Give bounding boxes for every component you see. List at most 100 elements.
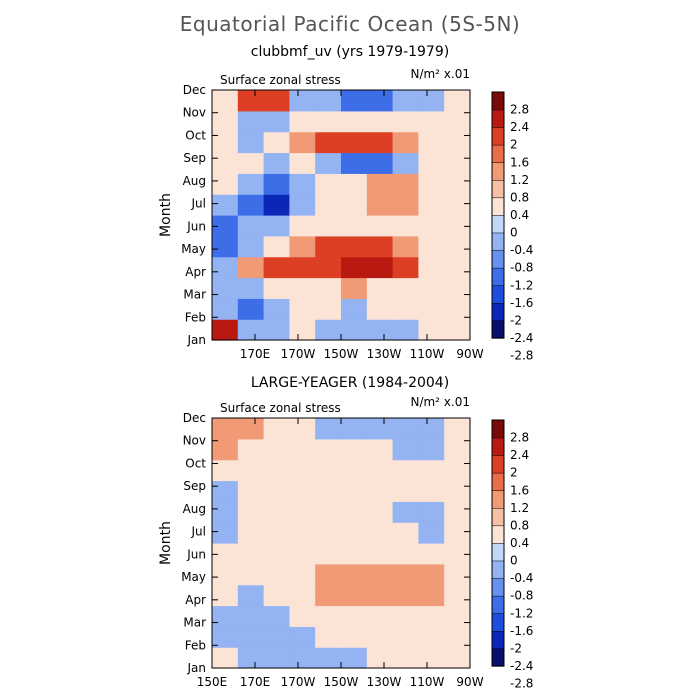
heatmap-cell [392, 522, 419, 544]
heatmap-cell [263, 235, 290, 258]
heatmap-cell [289, 110, 316, 133]
heatmap-cell [418, 90, 445, 112]
colorbar-label: 2.8 [510, 103, 529, 117]
heatmap-cell [418, 459, 445, 482]
colorbar-label: -2.4 [510, 659, 533, 673]
heatmap-cell [341, 480, 368, 502]
heatmap-cell [444, 459, 471, 482]
heatmap-cell [315, 647, 342, 669]
heatmap-cell [315, 605, 342, 627]
heatmap-cell [289, 418, 316, 440]
heatmap-cell [212, 110, 239, 133]
x-tick-label: 170W [281, 675, 316, 689]
heatmap-cell [418, 110, 445, 133]
heatmap-cell [315, 438, 342, 461]
colorbar-frame [491, 419, 505, 667]
heatmap-cell [289, 90, 316, 112]
heatmap-cell [418, 173, 445, 195]
heatmap-cell [212, 522, 239, 544]
heatmap-cell [237, 605, 265, 627]
heatmap-cell [341, 563, 368, 586]
heatmap-cell [212, 152, 239, 174]
heatmap-cell [212, 543, 239, 565]
heatmap-cell [237, 256, 265, 279]
heatmap-cell [341, 277, 368, 299]
x-tick-label: 110W [410, 675, 445, 689]
heatmap-cell [341, 235, 368, 258]
colorbar-label: -2.8 [510, 677, 533, 691]
y-tick-label: Nov [183, 106, 206, 120]
heatmap-cell [392, 501, 419, 523]
heatmap-cell [392, 563, 419, 586]
heatmap-cell [263, 110, 290, 133]
heatmap-cell [366, 438, 394, 461]
colorbar-swatch [491, 109, 505, 128]
colorbar-swatch [491, 214, 505, 234]
x-tick-label: 150E [197, 675, 228, 689]
y-tick-label: Jul [191, 525, 206, 539]
heatmap-cell [263, 256, 290, 279]
heatmap-cell [237, 563, 265, 586]
colorbar-swatch [491, 267, 505, 286]
heatmap-cell [444, 543, 471, 565]
heatmap-cell [392, 298, 419, 320]
heatmap-cell [341, 522, 368, 544]
heatmap-cell [341, 256, 368, 279]
heatmap-cell [237, 90, 265, 112]
heatmap-cell [418, 277, 445, 299]
heatmap-cell [237, 459, 265, 482]
heatmap-cell [418, 501, 445, 523]
colorbar-label: 1.2 [510, 501, 529, 515]
heatmap-cell [289, 522, 316, 544]
colorbar-swatch [491, 560, 505, 579]
heatmap-cell [237, 319, 265, 341]
heatmap-cell [289, 647, 316, 669]
heatmap-cell [237, 584, 265, 607]
heatmap-cell [418, 194, 445, 216]
colorbar-label: 1.2 [510, 173, 529, 187]
colorbar-label: 0 [510, 226, 518, 240]
colorbar-label: -2 [510, 313, 522, 327]
units-label: N/m² x.01 [410, 395, 470, 409]
heatmap-cell [289, 256, 316, 279]
y-tick-label: Feb [185, 638, 206, 652]
y-tick-label: Mar [183, 616, 206, 630]
colorbar-swatch [491, 630, 505, 650]
heatmap-cell [237, 522, 265, 544]
heatmap-cell [444, 194, 471, 216]
heatmap-cell [444, 605, 471, 627]
heatmap-cell [212, 194, 239, 216]
heatmap-cell [263, 543, 290, 565]
heatmap-cell [392, 626, 419, 648]
y-tick-label: May [181, 242, 206, 256]
colorbar-swatch [491, 507, 505, 527]
heatmap-cell [392, 90, 419, 112]
heatmap-cell [444, 90, 471, 112]
heatmap-cell [341, 647, 368, 669]
colorbar-label: 2.4 [510, 448, 529, 462]
heatmap-cell [237, 647, 265, 669]
heatmap-cell [341, 90, 368, 112]
heatmap-cell [289, 215, 316, 237]
heatmap-cell [263, 438, 290, 461]
heatmap-cell [341, 173, 368, 195]
heatmap-cell [418, 256, 445, 279]
heatmap-cell [444, 256, 471, 279]
heatmap-cell [237, 418, 265, 440]
y-tick-label: Sep [183, 479, 206, 493]
heatmap-cell [263, 152, 290, 174]
x-tick-label: 170E [240, 675, 271, 689]
heatmap-cell [263, 584, 290, 607]
heatmap-cell [444, 277, 471, 299]
heatmap-cell [263, 459, 290, 482]
heatmap-cell [392, 438, 419, 461]
y-tick-label: Aug [183, 174, 206, 188]
heatmap-cell [237, 110, 265, 133]
heatmap-cell [212, 277, 239, 299]
heatmap-cell [289, 563, 316, 586]
heatmap-cell [315, 110, 342, 133]
heatmap-cell [289, 543, 316, 565]
heatmap-cell [341, 584, 368, 607]
colorbar-label: -1.6 [510, 296, 533, 310]
